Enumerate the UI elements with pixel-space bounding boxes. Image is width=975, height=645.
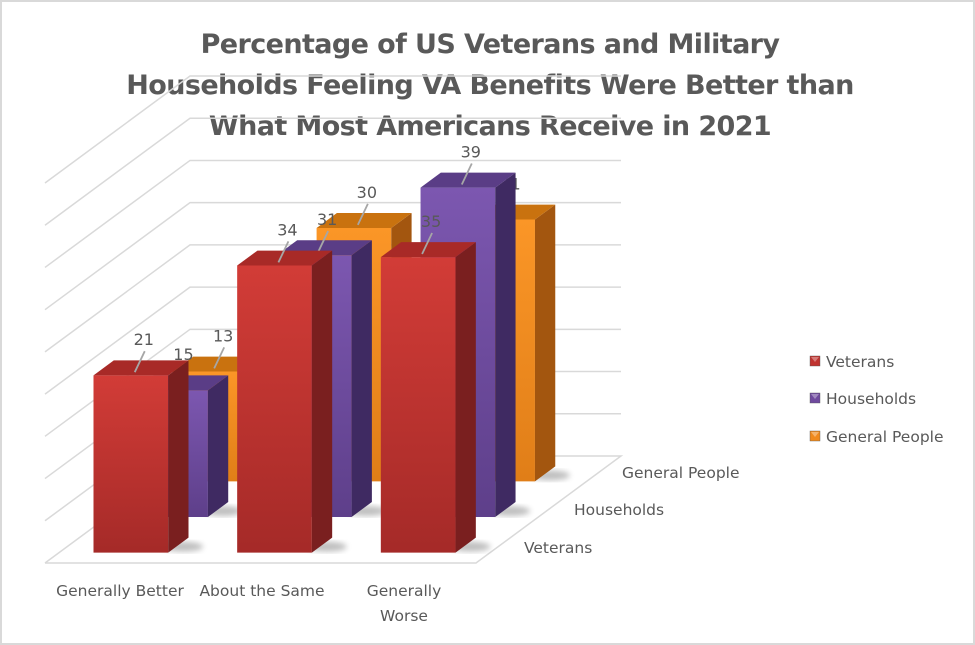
legend-swatch bbox=[809, 355, 821, 367]
legend-item: Households bbox=[809, 390, 916, 408]
data-label: 34 bbox=[277, 220, 297, 239]
depth-axis-label: Veterans bbox=[524, 539, 592, 557]
bar-veterans: 21 bbox=[93, 330, 204, 553]
chart-title-line: What Most Americans Receive in 2021 bbox=[208, 111, 772, 142]
data-label: 13 bbox=[213, 326, 233, 345]
category-label: About the Same bbox=[199, 582, 324, 600]
legend-swatch-highlight bbox=[811, 357, 819, 362]
chart-legend: Veterans Households General People bbox=[809, 353, 944, 446]
depth-axis-label: Households bbox=[574, 501, 664, 519]
bar-top bbox=[316, 213, 412, 228]
legend-swatch bbox=[809, 430, 821, 442]
data-label-leader bbox=[317, 230, 329, 253]
data-label: 35 bbox=[421, 212, 441, 231]
data-label-leader bbox=[133, 350, 146, 373]
category-label: Worse bbox=[380, 607, 428, 625]
bar-top bbox=[420, 172, 516, 188]
legend-item: General People bbox=[809, 428, 944, 446]
data-label-leader bbox=[421, 232, 433, 255]
legend-swatch-highlight bbox=[811, 394, 819, 399]
gridline bbox=[44, 159, 621, 269]
bar-side bbox=[311, 250, 333, 553]
chart-title: Percentage of US Veterans and Military H… bbox=[60, 24, 920, 147]
legend-swatch bbox=[809, 392, 821, 404]
bar-top bbox=[380, 242, 476, 258]
chart-bars: 133031153139213435 bbox=[93, 143, 570, 553]
bar-side bbox=[168, 360, 189, 553]
chart-labels: Generally Better About the Same Generally W… bbox=[56, 464, 739, 625]
data-label-leader bbox=[460, 163, 473, 185]
bar-front bbox=[93, 375, 169, 553]
bar-side bbox=[351, 240, 372, 517]
data-label: 21 bbox=[134, 330, 154, 349]
bar-front bbox=[380, 257, 456, 553]
bar-side bbox=[495, 172, 516, 517]
gridline bbox=[44, 75, 621, 184]
legend-swatch-highlight bbox=[811, 432, 819, 437]
legend-label: General People bbox=[826, 428, 944, 446]
category-label: Generally bbox=[367, 582, 442, 600]
bar-veterans: 35 bbox=[380, 212, 491, 553]
data-label: 39 bbox=[461, 143, 481, 162]
legend-item: Veterans bbox=[809, 353, 894, 371]
data-label: 31 bbox=[317, 210, 337, 229]
chart-title-line: Households Feeling VA Benefits Were Bett… bbox=[126, 70, 854, 101]
bar-top bbox=[237, 250, 333, 266]
data-label-leader bbox=[277, 241, 290, 263]
legend-label: Veterans bbox=[826, 353, 894, 371]
bar-front bbox=[237, 265, 312, 553]
bar-veterans: 34 bbox=[237, 220, 347, 553]
bar-side bbox=[207, 375, 229, 517]
gridline bbox=[44, 117, 621, 226]
data-label: 30 bbox=[357, 183, 377, 202]
legend-label: Households bbox=[826, 390, 916, 408]
data-label-leader bbox=[357, 203, 369, 226]
chart-title-line: Percentage of US Veterans and Military bbox=[200, 29, 780, 60]
bar-side bbox=[534, 204, 556, 482]
data-label-leader bbox=[213, 347, 225, 369]
category-label: Generally Better bbox=[56, 582, 184, 600]
depth-axis-label: General People bbox=[622, 464, 740, 482]
bar-side bbox=[455, 242, 476, 553]
bar-top bbox=[93, 360, 189, 376]
data-label: 15 bbox=[173, 345, 193, 364]
